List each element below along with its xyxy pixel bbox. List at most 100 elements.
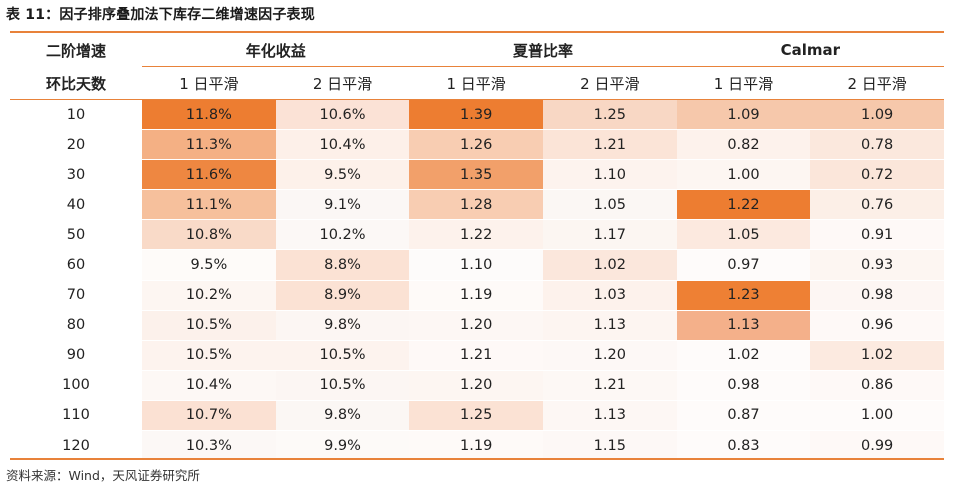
table-cell: 1.09 [810, 100, 944, 131]
table-cell: 1.26 [409, 130, 543, 161]
table-cell: 10.2% [142, 280, 276, 311]
row-label: 50 [10, 220, 143, 251]
row-header-label-2: 环比天数 [10, 67, 143, 100]
table-cell: 1.25 [409, 400, 543, 432]
table-cell: 0.96 [810, 310, 944, 341]
table-cell: 0.87 [676, 400, 811, 432]
table-row: 110 10.7% 9.8% 1.25 1.13 0.87 1.00 [10, 400, 944, 432]
table-cell: 10.5% [275, 370, 410, 401]
table-cell: 0.82 [676, 130, 811, 161]
table-row: 100 10.4% 10.5% 1.20 1.21 0.98 0.86 [10, 370, 944, 401]
table-cell: 1.21 [409, 340, 543, 371]
table-cell: 1.25 [542, 100, 677, 131]
table-cell: 10.7% [142, 400, 276, 432]
table-cell: 11.1% [142, 190, 276, 221]
table-row: 30 11.6% 9.5% 1.35 1.10 1.00 0.72 [10, 160, 944, 191]
table-cell: 1.39 [409, 100, 543, 131]
table-cell: 1.28 [409, 190, 543, 221]
table-cell: 1.00 [810, 400, 944, 432]
table-cell: 1.35 [409, 160, 543, 191]
row-label: 90 [10, 341, 143, 371]
bottom-rule [10, 458, 944, 460]
table-cell: 8.9% [275, 280, 410, 311]
table-row: 70 10.2% 8.9% 1.19 1.03 1.23 0.98 [10, 280, 944, 311]
table-cell: 11.3% [142, 130, 276, 161]
table-cell: 1.22 [409, 220, 543, 251]
sub-header: 2 日平滑 [542, 67, 677, 100]
table-cell: 11.8% [142, 100, 276, 131]
table-row: 80 10.5% 9.8% 1.20 1.13 1.13 0.96 [10, 310, 944, 341]
table-cell: 1.02 [542, 250, 677, 281]
table-cell: 1.00 [676, 160, 811, 191]
table-cell: 0.86 [810, 370, 944, 401]
row-label: 100 [10, 371, 143, 401]
row-label: 120 [10, 431, 143, 462]
table-cell: 9.1% [275, 190, 410, 221]
table-row: 10 11.8% 10.6% 1.39 1.25 1.09 1.09 [10, 100, 944, 131]
header-row-groups: 二阶增速 年化收益 夏普比率 Calmar [10, 34, 944, 67]
table-cell: 1.23 [676, 280, 811, 311]
group-header-annual-return: 年化收益 [142, 34, 410, 67]
table-cell: 0.72 [810, 160, 944, 191]
table-cell: 1.17 [542, 220, 677, 251]
table-cell: 1.09 [676, 100, 811, 131]
table-cell: 9.5% [275, 160, 410, 191]
table-cell: 0.93 [810, 250, 944, 281]
table-cell: 1.10 [409, 250, 543, 281]
table-cell: 1.13 [542, 400, 677, 432]
table-cell: 9.8% [275, 310, 410, 341]
table-cell: 1.20 [542, 340, 677, 371]
table-cell: 1.22 [676, 190, 811, 221]
table-cell: 1.15 [542, 431, 677, 462]
table-cell: 0.78 [810, 130, 944, 161]
table-cell: 1.02 [810, 340, 944, 371]
sub-header: 1 日平滑 [676, 67, 811, 100]
table-row: 60 9.5% 8.8% 1.10 1.02 0.97 0.93 [10, 250, 944, 281]
group-header-calmar: Calmar [676, 34, 944, 67]
table-cell: 1.05 [542, 190, 677, 221]
table-cell: 9.5% [142, 250, 276, 281]
table-cell: 1.13 [542, 310, 677, 341]
table-cell: 0.76 [810, 190, 944, 221]
table-cell: 1.02 [676, 340, 811, 371]
sub-header: 2 日平滑 [810, 67, 944, 100]
table-row: 20 11.3% 10.4% 1.26 1.21 0.82 0.78 [10, 130, 944, 161]
table-cell: 10.4% [142, 370, 276, 401]
row-header-label-1: 二阶增速 [46, 42, 107, 60]
row-label: 110 [10, 401, 143, 432]
table-cell: 10.2% [275, 220, 410, 251]
table-cell: 0.83 [676, 431, 811, 462]
group-header-sharpe: 夏普比率 [409, 34, 677, 67]
table-row: 40 11.1% 9.1% 1.28 1.05 1.22 0.76 [10, 190, 944, 221]
table-cell: 0.99 [810, 431, 944, 462]
table-cell: 0.98 [676, 370, 811, 401]
table-cell: 1.10 [542, 160, 677, 191]
table-cell: 10.4% [275, 130, 410, 161]
row-label: 80 [10, 311, 143, 341]
table-cell: 9.9% [275, 431, 410, 462]
source-note: 资料来源：Wind，天风证券研究所 [6, 468, 200, 483]
header-row-sub: 环比天数 1 日平滑 2 日平滑 1 日平滑 2 日平滑 1 日平滑 2 日平滑 [10, 67, 944, 100]
table-cell: 10.5% [142, 310, 276, 341]
table-cell: 9.8% [275, 400, 410, 432]
top-rule [10, 31, 944, 33]
sub-header: 2 日平滑 [275, 67, 410, 100]
row-label: 60 [10, 250, 143, 281]
factor-performance-table: 二阶增速 年化收益 夏普比率 Calmar 环比天数 1 日平滑 2 日平滑 1… [10, 34, 944, 462]
table-cell: 1.19 [409, 280, 543, 311]
sub-header: 1 日平滑 [409, 67, 543, 100]
table-cell: 10.3% [142, 431, 276, 462]
table-cell: 1.13 [676, 310, 811, 341]
table-cell: 11.6% [142, 160, 276, 191]
table-cell: 1.05 [676, 220, 811, 251]
row-label: 70 [10, 281, 143, 311]
table-cell: 10.6% [275, 100, 410, 131]
row-label: 40 [10, 190, 143, 221]
row-label: 20 [10, 130, 143, 161]
table-row: 90 10.5% 10.5% 1.21 1.20 1.02 1.02 [10, 340, 944, 371]
table-cell: 0.97 [676, 250, 811, 281]
table-cell: 10.5% [275, 340, 410, 371]
sub-header: 1 日平滑 [142, 67, 276, 100]
row-label: 30 [10, 160, 143, 191]
table-cell: 1.21 [542, 370, 677, 401]
